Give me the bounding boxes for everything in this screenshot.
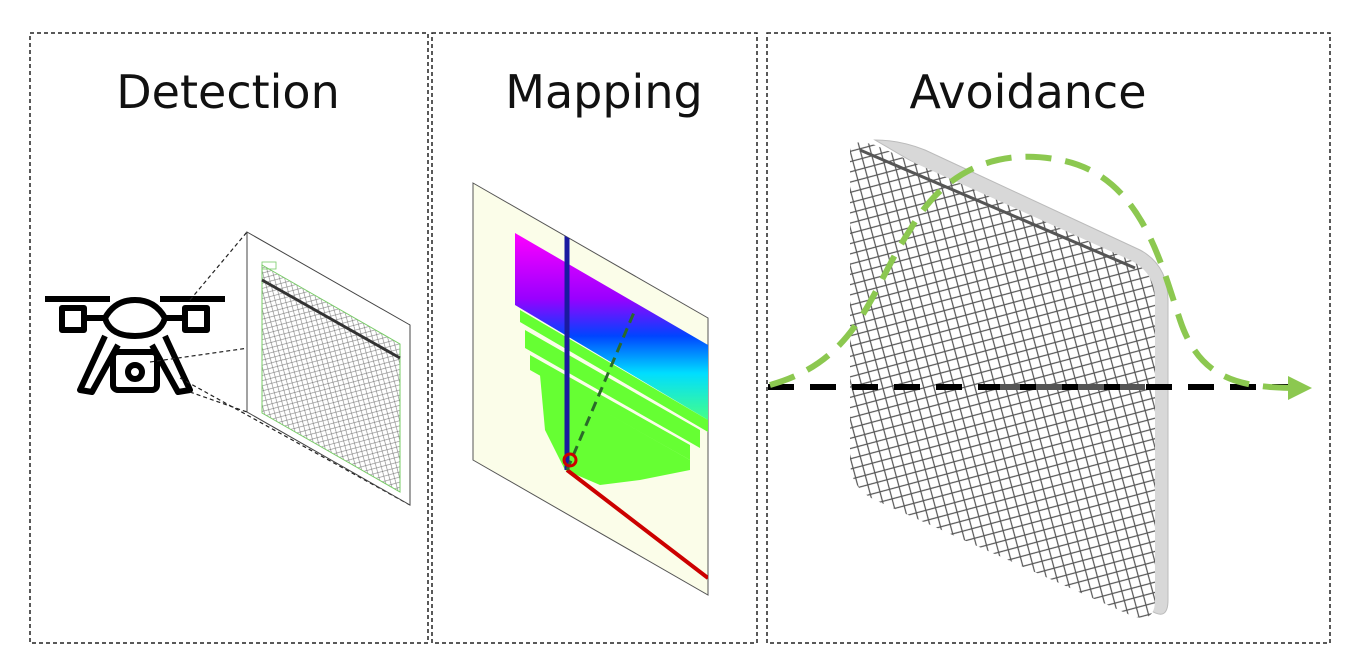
obstacle-net — [850, 139, 1169, 618]
map-view — [472, 182, 709, 596]
panel-frame — [431, 32, 758, 644]
panel-title: Detection — [116, 65, 339, 119]
drone-icon — [45, 296, 225, 395]
panel-frame — [766, 32, 1331, 644]
panel-title: Mapping — [505, 65, 702, 119]
panel-frame — [29, 32, 429, 644]
panel-title: Avoidance — [909, 65, 1146, 119]
camera-image — [246, 231, 411, 506]
avoidance-path — [769, 153, 1312, 400]
